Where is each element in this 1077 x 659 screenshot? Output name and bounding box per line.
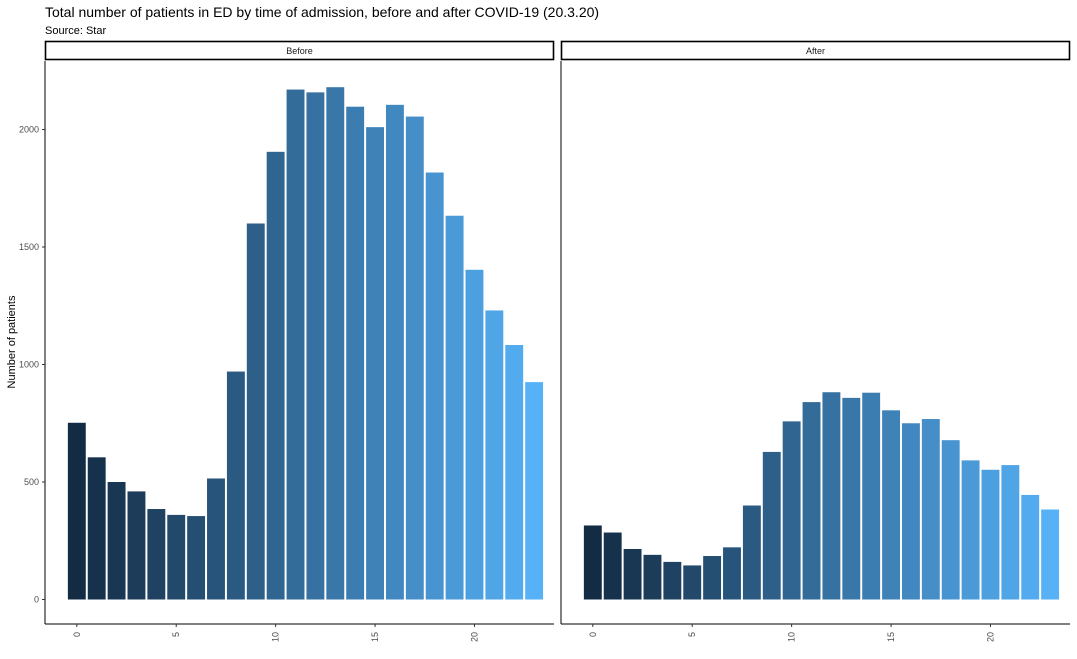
bar [226,371,245,600]
y-axis-title: Number of patients [6,295,18,388]
x-tick-label: 15 [370,632,380,642]
bar [107,482,126,600]
bar [286,89,305,600]
bar [961,460,980,600]
x-tick-label: 0 [588,632,598,637]
bar [842,397,861,600]
bar [941,440,960,600]
bar [147,509,166,600]
bar [385,104,404,600]
bar [901,423,920,600]
y-tick-label: 0 [34,595,39,605]
x-tick-label: 20 [985,632,995,642]
bar [306,92,325,600]
bar [67,422,86,600]
bar [465,269,484,600]
bar [1001,465,1020,600]
bar [643,554,662,600]
x-tick-label: 15 [886,632,896,642]
bar [405,116,424,600]
x-tick-label: 20 [469,632,479,642]
facet-panels: Before 0 5 10 15 20 0 500 1000 1500 2000 After 0 5 10 1… [19,40,1071,642]
bar [782,421,801,600]
bar [862,392,881,600]
y-tick-label: 500 [24,477,39,487]
bar [703,556,722,600]
bar [981,469,1000,600]
bar [663,561,682,600]
facet-strip-label: Before [286,46,313,56]
y-tick-label: 1000 [19,360,39,370]
bar [326,87,345,600]
bar [187,516,206,600]
facet-panel-before: Before 0 5 10 15 20 0 500 1000 1500 2000 [19,40,555,642]
x-tick-label: 10 [787,632,797,642]
bar [366,127,385,600]
bar [87,457,106,600]
bar [425,172,444,600]
bar [762,451,781,600]
bar [723,547,741,600]
bar [1041,509,1060,600]
facet-strip-label: After [806,46,825,56]
chart-title: Total number of patients in ED by time o… [45,4,599,20]
x-tick-label: 10 [271,632,281,642]
bar [603,532,622,600]
bar [445,215,464,600]
bar [822,392,841,600]
facet-panel-after: After 0 5 10 15 20 [560,40,1071,642]
y-tick-label: 2000 [19,125,39,135]
bar [127,491,146,600]
bar [802,402,821,600]
bar [525,382,544,600]
x-tick-label: 5 [687,632,697,637]
bar [266,151,285,600]
facet-strip [560,40,1071,61]
bar [882,410,901,600]
bar [346,106,365,600]
bar [583,525,602,600]
bar [485,310,504,600]
bar [623,548,642,600]
bar [505,344,524,600]
facet-strip [44,40,555,61]
bar [742,505,761,600]
bar [1021,494,1040,600]
bar [167,514,186,600]
x-tick-label: 0 [72,632,82,637]
x-tick-label: 5 [171,632,181,637]
bar [683,565,702,600]
bar [921,419,940,600]
y-tick-label: 1500 [19,242,39,252]
bar [207,478,225,600]
chart-subtitle: Source: Star [45,25,106,37]
bar [246,223,265,600]
